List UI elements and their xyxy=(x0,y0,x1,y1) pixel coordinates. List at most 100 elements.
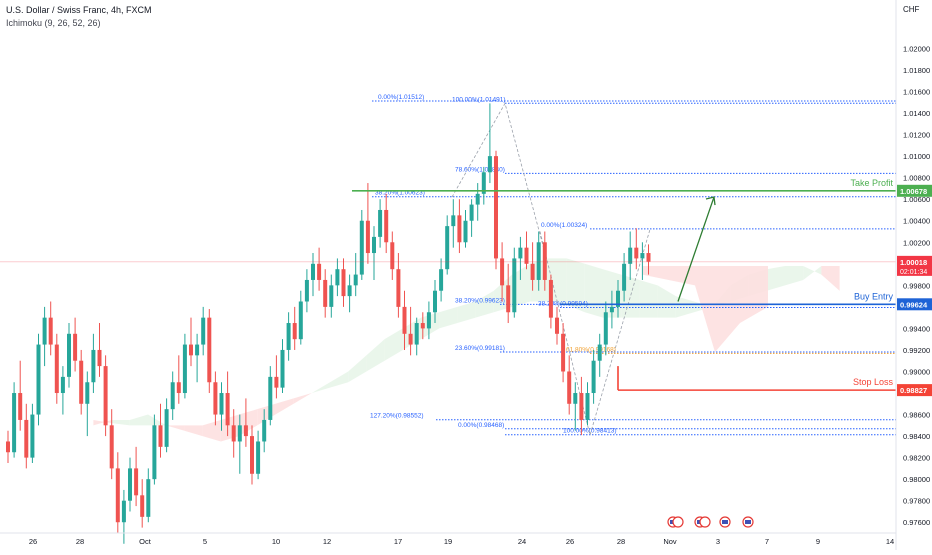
candle xyxy=(311,253,315,297)
candle-body xyxy=(103,366,108,426)
cloud-segment xyxy=(148,414,167,426)
candle-body xyxy=(420,323,425,329)
cloud-segment xyxy=(220,414,239,442)
candle xyxy=(548,274,553,329)
candle-body xyxy=(286,323,291,350)
candle xyxy=(158,403,163,458)
candle-body xyxy=(48,317,53,345)
cloud-segment xyxy=(93,419,112,426)
candle xyxy=(518,236,523,280)
cloud-segment xyxy=(239,409,258,437)
candle xyxy=(402,290,407,350)
candle-body xyxy=(97,349,102,367)
cloud-segment xyxy=(129,414,148,426)
time-tick-label: 5 xyxy=(203,537,207,546)
price-tag-text: 0.98827 xyxy=(900,386,927,395)
current-price-tag-bg xyxy=(897,255,932,276)
candle-body xyxy=(311,263,315,280)
fib-label: 0.00%(0.98468) xyxy=(458,422,504,429)
time-tick-label: Oct xyxy=(139,537,152,546)
candle-body xyxy=(134,468,139,496)
level-label: Buy Entry xyxy=(854,291,894,301)
candle xyxy=(530,242,535,291)
candle xyxy=(237,414,242,474)
candle-body xyxy=(555,317,559,334)
fib-label: 23.60%(0.99181) xyxy=(455,345,505,352)
candle-body xyxy=(640,253,645,259)
level-label: Take Profit xyxy=(850,178,893,188)
cloud-segment xyxy=(803,265,822,280)
candle xyxy=(463,209,468,248)
candle xyxy=(146,468,151,523)
current-price-tag-text: 1.00018 xyxy=(900,258,927,267)
candle xyxy=(207,309,212,394)
candle-body xyxy=(317,263,322,280)
price-tick-label: 0.99000 xyxy=(903,367,930,376)
candle xyxy=(634,228,639,270)
cloud-segment xyxy=(348,355,367,383)
candle xyxy=(475,183,480,221)
flag-body xyxy=(745,520,751,524)
price-tick-label: 0.98200 xyxy=(903,454,930,463)
candle xyxy=(128,457,132,512)
price-tick-label: 1.01600 xyxy=(903,88,930,97)
candle xyxy=(445,215,450,275)
candle xyxy=(67,323,71,388)
candle-body xyxy=(463,220,468,243)
candle-body xyxy=(426,312,431,329)
candle xyxy=(79,349,84,415)
time-tick-label: 24 xyxy=(518,537,526,546)
price-tag-bg xyxy=(897,384,932,397)
candle-body xyxy=(158,425,163,447)
candle xyxy=(323,269,328,318)
candle-body xyxy=(42,317,47,345)
price-tick-label: 1.01000 xyxy=(903,152,930,161)
candle-body xyxy=(182,344,187,394)
candle xyxy=(109,409,114,480)
candle-body xyxy=(170,382,175,410)
candle-body xyxy=(445,226,450,270)
candle xyxy=(542,231,547,291)
cloud-segment xyxy=(766,265,785,291)
cloud-segment xyxy=(384,328,403,361)
candle xyxy=(152,414,157,485)
candle-body xyxy=(408,333,413,345)
candle xyxy=(481,166,486,205)
event-flag-icon xyxy=(699,516,711,528)
candle-body xyxy=(207,317,212,383)
candle-body xyxy=(518,247,523,259)
price-tick-label: 0.98400 xyxy=(903,432,930,441)
time-axis: 26 28 Oct 5 10 12 17 19 24 26 28 Nov 3 7 9 14 xyxy=(0,516,896,546)
candle xyxy=(622,253,627,302)
candle xyxy=(353,253,358,297)
candle-body xyxy=(481,172,486,194)
price-tick-label: 1.02000 xyxy=(903,44,930,53)
fib-label: 100.00%(0.98413) xyxy=(563,428,617,435)
candle xyxy=(298,290,303,345)
candle xyxy=(384,193,389,254)
candle-body xyxy=(530,263,535,280)
time-tick-label: 26 xyxy=(29,537,37,546)
fib-label: 38.20%(1.00623) xyxy=(375,190,425,197)
candle-body xyxy=(274,376,279,388)
time-tick-label: 19 xyxy=(444,537,452,546)
candle xyxy=(134,446,139,507)
arrow-shaft xyxy=(677,196,715,302)
fib-swing-line xyxy=(451,102,546,254)
candle-body xyxy=(335,269,340,286)
candle-body xyxy=(60,376,65,394)
candle xyxy=(115,452,120,533)
candle-body xyxy=(146,479,151,517)
cloud-segment xyxy=(166,425,185,431)
candle xyxy=(378,199,383,248)
currency-label: CHF xyxy=(903,5,920,14)
price-tick-label: 0.99200 xyxy=(903,346,930,355)
candle xyxy=(433,279,437,324)
time-tick-label: 9 xyxy=(816,537,820,546)
candle xyxy=(457,199,462,254)
candle xyxy=(585,382,590,426)
time-tick-label: 14 xyxy=(886,537,894,546)
candle-body xyxy=(542,242,547,280)
